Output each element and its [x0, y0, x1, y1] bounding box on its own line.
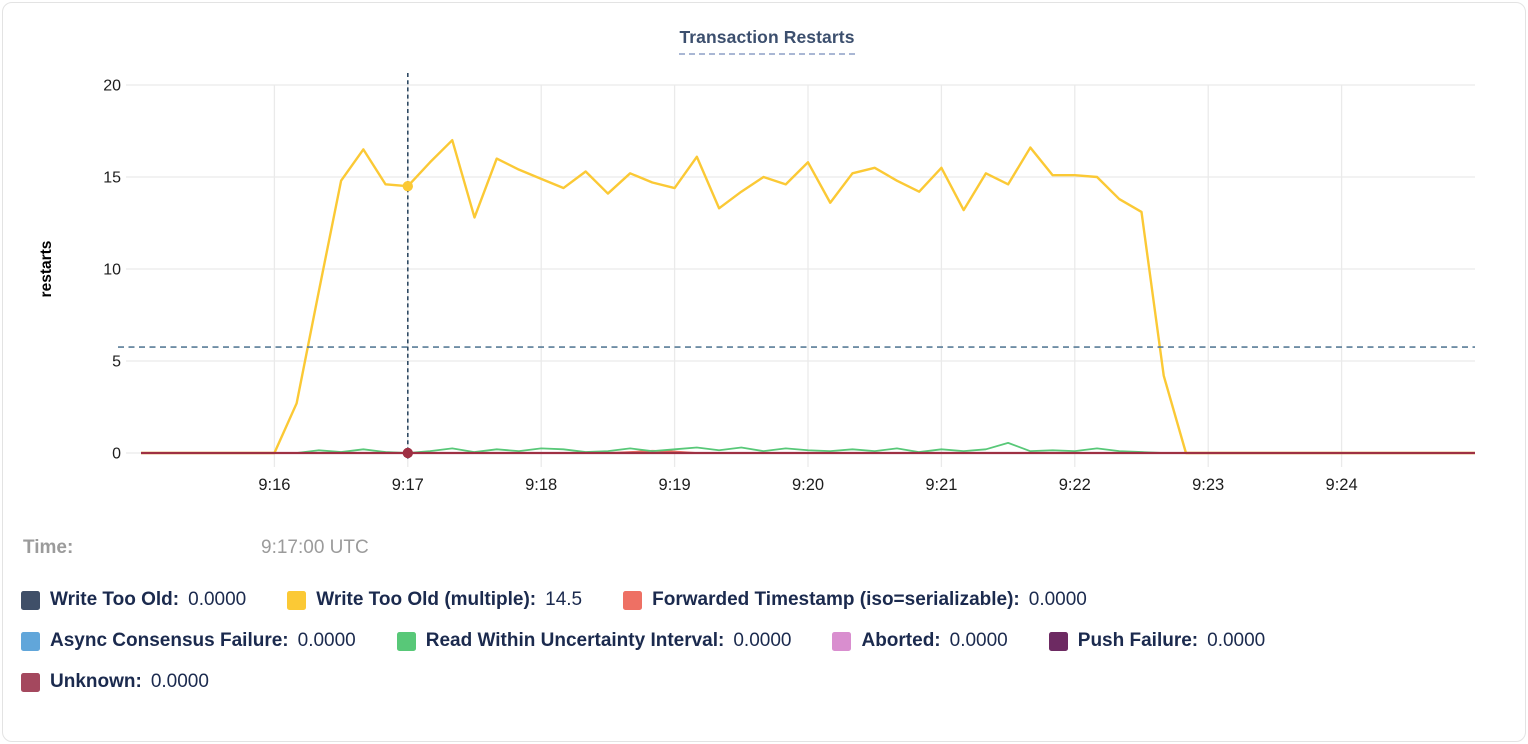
legend-series-label: Unknown: [50, 671, 142, 692]
legend-series-label: Async Consensus Failure: [50, 630, 289, 651]
chart-title: Transaction Restarts [3, 27, 1525, 55]
series-swatch-icon [287, 590, 307, 610]
legend-series-label: Write Too Old (multiple): [316, 589, 537, 610]
hover-time-label: Time: [23, 537, 74, 558]
legend-item-aborted[interactable]: Aborted: 0.0000 [832, 630, 1008, 652]
hover-point-write-too-old-multiple [402, 181, 413, 192]
series-swatch-icon [832, 631, 852, 651]
legend-series-label: Aborted: [861, 630, 941, 651]
x-axis-tick-label: 9:20 [792, 476, 824, 494]
chart-legend: Write Too Old: 0.0000 Write Too Old (multi… [21, 589, 1525, 693]
series-swatch-icon [623, 590, 643, 610]
y-axis-tick-label: 20 [103, 78, 121, 95]
x-axis-tick-label: 9:16 [258, 476, 290, 494]
transaction-restarts-chart[interactable]: 0 5 10 15 20 9:16 9:17 9:18 9:19 9:20 9:21 9:22 9:23… [3, 3, 1526, 511]
chart-area: Transaction Restarts 0 5 10 15 20 9:16 9:17 9:1… [3, 3, 1526, 511]
legend-item-read-within-uncertainty-interval[interactable]: Read Within Uncertainty Interval: 0.0000 [396, 630, 792, 652]
legend-item-write-too-old-multiple[interactable]: Write Too Old (multiple): 14.5 [287, 589, 582, 611]
legend-series-value: 0.0000 [733, 630, 792, 651]
series-swatch-icon [1048, 631, 1068, 651]
x-axis-tick-label: 9:23 [1192, 476, 1224, 494]
legend-row: Write Too Old: 0.0000 Write Too Old (multi… [21, 589, 1525, 611]
series-swatch-icon [21, 590, 40, 610]
hover-time-readout: Time: 9:17:00 UTC [23, 537, 1525, 559]
y-axis-label: restarts [38, 241, 55, 298]
legend-series-value: 0.0000 [188, 589, 247, 610]
legend-item-forwarded-timestamp-iso-serializable[interactable]: Forwarded Timestamp (iso=serializable): 0… [623, 589, 1087, 611]
legend-series-label: Write Too Old: [50, 589, 180, 610]
x-axis-tick-label: 9:18 [525, 476, 557, 494]
legend-item-push-failure[interactable]: Push Failure: 0.0000 [1048, 630, 1266, 652]
x-axis-tick-label: 9:17 [392, 476, 424, 494]
legend-series-label: Forwarded Timestamp (iso=serializable): [652, 589, 1020, 610]
legend-item-unknown[interactable]: Unknown: 0.0000 [21, 671, 209, 693]
legend-series-label: Read Within Uncertainty Interval: [425, 630, 725, 651]
legend-series-value: 14.5 [545, 589, 583, 610]
series-swatch-icon [21, 672, 40, 692]
legend-series-value: 0.0000 [297, 630, 356, 651]
x-axis-tick-label: 9:19 [659, 476, 691, 494]
y-axis-tick-label: 15 [103, 170, 121, 187]
y-axis-tick-label: 5 [112, 354, 121, 371]
hover-point-unknown [402, 447, 413, 459]
legend-series-value: 0.0000 [1028, 589, 1087, 610]
chart-title-text: Transaction Restarts [679, 27, 855, 55]
legend-row: Unknown: 0.0000 [21, 671, 1525, 693]
legend-series-value: 0.0000 [1207, 630, 1266, 651]
hover-time-value: 9:17:00 UTC [261, 537, 369, 558]
legend-item-write-too-old[interactable]: Write Too Old: 0.0000 [21, 589, 246, 611]
legend-series-value: 0.0000 [949, 630, 1008, 651]
legend-row: Async Consensus Failure: 0.0000 Read Withi… [21, 630, 1525, 652]
x-axis-tick-label: 9:21 [925, 476, 957, 494]
x-axis-tick-label: 9:24 [1326, 476, 1358, 494]
series-swatch-icon [21, 631, 40, 651]
y-axis-tick-label: 0 [112, 446, 121, 463]
series-swatch-icon [396, 631, 416, 651]
x-axis-tick-label: 9:22 [1059, 476, 1091, 494]
legend-series-value: 0.0000 [150, 671, 209, 692]
legend-series-label: Push Failure: [1077, 630, 1199, 651]
y-axis-tick-label: 10 [103, 262, 121, 279]
legend-item-async-consensus-failure[interactable]: Async Consensus Failure: 0.0000 [21, 630, 356, 652]
